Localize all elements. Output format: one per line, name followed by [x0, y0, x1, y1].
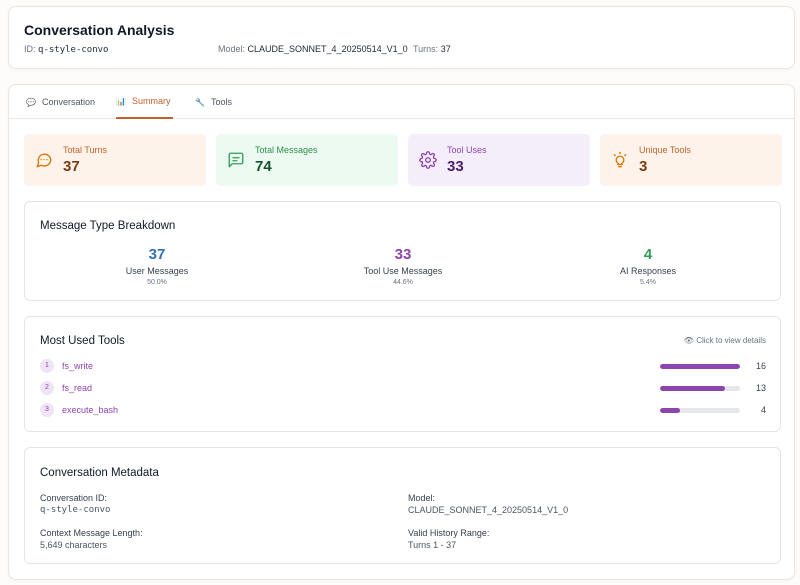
tab-summary[interactable]: 📊 Summary — [116, 85, 173, 119]
stat-value: 3 — [639, 158, 648, 175]
stat-label: Unique Tools — [639, 145, 691, 155]
tab-label: Conversation — [41, 97, 95, 107]
stat-card-tool-uses: Tool Uses 33 — [408, 134, 590, 186]
percentage: 44.6% — [393, 279, 413, 286]
wrench-icon: 🔧 — [195, 97, 205, 107]
tab-bar: 💬 Conversation 📊 Summary 🔧 Tools — [9, 85, 794, 119]
tab-label: Tools — [210, 97, 232, 107]
stat-card-total-turns: Total Turns 37 — [24, 134, 206, 186]
user-messages-stat: 37 User Messages 50.0% — [57, 246, 257, 286]
id-label: ID: — [24, 44, 36, 54]
percentage: 50.0% — [147, 279, 167, 286]
stat-value: 37 — [63, 158, 80, 175]
stat-value: 74 — [255, 158, 272, 175]
id-value: q-style-convo — [38, 45, 109, 55]
message-type-breakdown: Message Type Breakdown 37 User Messages … — [24, 201, 781, 301]
ai-responses-stat: 4 AI Responses 5.4% — [548, 246, 748, 286]
usage-bar — [660, 364, 740, 369]
tab-label: Summary — [131, 96, 171, 106]
section-title: Message Type Breakdown — [40, 220, 176, 232]
stat-value: 33 — [447, 158, 464, 175]
message-square-icon — [228, 152, 244, 168]
tool-name: fs_write — [62, 361, 94, 371]
usage-count: 13 — [755, 383, 766, 393]
tool-use-messages-stat: 33 Tool Use Messages 44.6% — [303, 246, 503, 286]
rank-badge: 3 — [40, 403, 54, 417]
model-meta: Model: CLAUDE_SONNET_4_20250514_V1_0 — [218, 44, 408, 54]
tool-row-fs-write[interactable]: 1 fs_write 16 — [25, 358, 780, 374]
label: User Messages — [125, 266, 189, 276]
conversation-id-meta: ID: q-style-convo — [24, 44, 108, 55]
model-label: Model: — [408, 493, 436, 503]
conversation-metadata: Conversation Metadata Conversation ID: q… — [24, 447, 781, 564]
history-range-value: Turns 1 - 37 — [408, 540, 457, 550]
usage-bar-fill — [660, 408, 680, 413]
tool-name: execute_bash — [62, 405, 119, 415]
most-used-tools: Most Used Tools 👁 Click to view details … — [24, 316, 781, 432]
rank-badge: 1 — [40, 359, 54, 373]
bar-chart-icon: 📊 — [116, 96, 126, 106]
model-label: Model: — [218, 44, 246, 54]
lightbulb-icon — [613, 151, 627, 168]
tool-row-execute-bash[interactable]: 3 execute_bash 4 — [25, 402, 780, 418]
count: 37 — [148, 246, 166, 263]
label: AI Responses — [619, 266, 677, 276]
turns-label: Turns: — [413, 44, 439, 54]
stat-card-total-messages: Total Messages 74 — [216, 134, 398, 186]
stat-card-unique-tools: Unique Tools 3 — [600, 134, 782, 186]
tab-conversation[interactable]: 💬 Conversation — [26, 85, 106, 119]
usage-count: 4 — [760, 405, 766, 415]
stat-label: Tool Uses — [447, 145, 487, 155]
page-title: Conversation Analysis — [24, 22, 175, 38]
context-length-value: 5,649 characters — [40, 540, 108, 550]
tool-name: fs_read — [62, 383, 93, 393]
label: Tool Use Messages — [363, 266, 443, 276]
conversation-id-label: Conversation ID: — [40, 493, 108, 503]
model-value: CLAUDE_SONNET_4_20250514_V1_0 — [247, 44, 408, 54]
usage-bar — [660, 386, 740, 391]
tool-row-fs-read[interactable]: 2 fs_read 13 — [25, 380, 780, 396]
turns-meta: Turns: 37 — [413, 44, 451, 54]
percentage: 5.4% — [640, 279, 656, 286]
eye-icon: 👁 — [683, 336, 694, 345]
usage-bar-fill — [660, 386, 725, 391]
tab-tools[interactable]: 🔧 Tools — [195, 85, 239, 119]
count: 33 — [394, 246, 412, 263]
chat-bubble-icon — [36, 153, 52, 168]
model-value: CLAUDE_SONNET_4_20250514_V1_0 — [408, 505, 569, 515]
main-card: 💬 Conversation 📊 Summary 🔧 Tools Total T… — [8, 84, 795, 580]
usage-count: 16 — [755, 361, 766, 371]
turns-value: 37 — [440, 44, 451, 54]
stat-label: Total Turns — [63, 145, 108, 155]
usage-bar-fill — [660, 364, 740, 369]
section-title: Conversation Metadata — [40, 467, 159, 479]
usage-bar — [660, 408, 740, 413]
context-length-label: Context Message Length: — [40, 528, 143, 538]
header-card: Conversation Analysis ID: q-style-convo … — [8, 6, 795, 69]
count: 4 — [643, 246, 653, 263]
gear-icon — [419, 151, 437, 169]
speech-bubble-icon: 💬 — [26, 97, 36, 107]
stat-label: Total Messages — [255, 145, 318, 155]
conversation-id-value: q-style-convo — [40, 505, 111, 515]
view-details-hint: 👁 Click to view details — [683, 336, 766, 345]
section-title: Most Used Tools — [40, 335, 125, 347]
history-range-label: Valid History Range: — [408, 528, 490, 538]
rank-badge: 2 — [40, 381, 54, 395]
